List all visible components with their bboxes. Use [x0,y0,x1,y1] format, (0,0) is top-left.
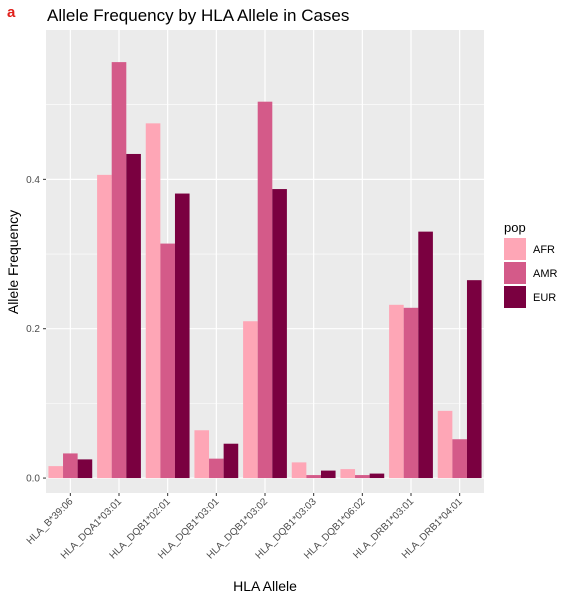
x-axis-title: HLA Allele [233,578,297,594]
x-tick-label: HLA_B*39:06 [25,496,76,547]
legend-title: pop [504,220,526,235]
bar-eur [174,193,190,479]
legend-key-amr [504,262,526,284]
bar-afr [194,430,210,479]
panel-label: a [7,4,16,21]
y-tick-label: 0.0 [26,474,40,485]
legend-key-afr [504,238,526,260]
bar-afr [48,466,64,479]
y-axis-title: Allele Frequency [5,210,21,314]
legend: pop AFR AMR EUR [504,220,558,308]
legend-label: AMR [533,268,558,280]
bar-eur [77,459,93,479]
bar-afr [145,123,161,479]
chart-title: Allele Frequency by HLA Allele in Cases [47,6,349,25]
y-tick-label: 0.4 [26,175,40,186]
bar-eur [126,153,141,479]
bar-afr [340,469,356,479]
bar-amr [355,475,370,479]
bar-eur [418,231,433,479]
bars [48,62,482,479]
bar-amr [306,475,321,479]
legend-key-eur [504,286,526,308]
x-axis: HLA_B*39:06HLA_DQA1*03:01HLA_DQB1*02:01H… [25,493,465,562]
bar-afr [389,304,404,479]
bar-eur [223,443,239,479]
bar-eur [466,280,482,479]
bar-eur [272,189,287,479]
legend-label: EUR [533,292,556,304]
bar-eur [320,470,336,479]
bar-afr [437,410,453,479]
bar-afr [97,174,112,479]
bar-eur [369,473,385,479]
bar-amr [257,101,273,479]
bar-amr [160,243,175,479]
bar-amr [111,62,127,479]
bar-afr [243,321,258,479]
bar-amr [452,439,467,479]
bar-amr [403,307,419,479]
y-axis: 0.0 0.2 0.4 [26,175,46,485]
y-tick-label: 0.2 [26,324,40,335]
bar-amr [209,458,224,479]
bar-afr [291,462,307,479]
legend-label: AFR [533,244,555,256]
bar-amr [63,453,78,479]
